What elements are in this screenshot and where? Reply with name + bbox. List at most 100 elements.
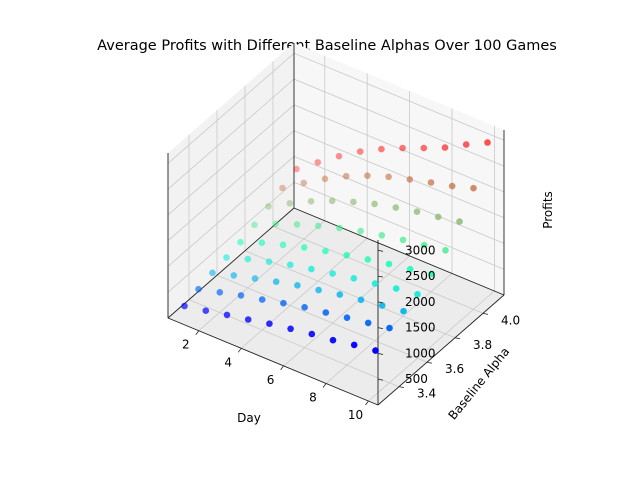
data-point [314, 222, 322, 230]
data-point [406, 176, 414, 183]
data-point [181, 302, 188, 310]
data-point [294, 282, 301, 289]
data-point [202, 307, 210, 315]
z-tick-mark [377, 327, 384, 330]
data-point [300, 244, 308, 251]
data-point [279, 184, 286, 192]
x-tick-mark [280, 365, 284, 371]
data-point [293, 165, 300, 173]
z-tick-mark [377, 301, 384, 304]
z-tick-label: 2500 [405, 269, 436, 283]
data-point [251, 221, 258, 229]
y-tick-label: 3.6 [445, 362, 464, 376]
z-tick-label: 1000 [405, 346, 436, 360]
data-point [335, 152, 343, 160]
data-point [357, 296, 365, 304]
y-tick-label: 4.0 [501, 313, 520, 327]
x-axis-line [167, 317, 379, 406]
data-point [266, 320, 273, 328]
data-point [385, 260, 393, 268]
data-point [329, 336, 337, 344]
data-point [350, 341, 358, 349]
data-point [350, 275, 358, 282]
data-point [385, 173, 392, 181]
z-tick-mark [377, 249, 384, 252]
data-point [216, 289, 224, 296]
data-point [414, 291, 421, 298]
data-point [371, 280, 379, 287]
x-tick-label: 2 [182, 338, 190, 352]
data-point [420, 241, 428, 249]
data-point [328, 197, 336, 205]
data-point [279, 241, 287, 249]
data-point [372, 347, 379, 354]
x-tick-mark [195, 330, 200, 335]
z-tick-mark [377, 378, 384, 381]
data-point [293, 221, 301, 228]
data-point [413, 208, 421, 215]
data-point [258, 239, 266, 246]
left-pane [168, 43, 294, 318]
data-point [399, 236, 407, 244]
data-point [441, 144, 449, 151]
data-point [386, 324, 393, 332]
data-point [237, 292, 245, 299]
x-tick-label: 6 [267, 373, 275, 387]
data-point [230, 272, 238, 279]
data-point [428, 270, 435, 278]
data-point [427, 179, 435, 186]
x-tick-label: 10 [348, 408, 363, 422]
data-point [223, 311, 231, 319]
data-point [251, 275, 259, 282]
data-point [442, 247, 449, 254]
axis-panes [168, 43, 504, 405]
data-point [336, 291, 344, 298]
data-point [406, 265, 414, 273]
data-point [350, 198, 357, 206]
data-point [392, 285, 400, 292]
data-point [265, 203, 272, 210]
data-point [272, 220, 280, 228]
data-point [364, 256, 372, 263]
data-point [322, 309, 330, 316]
data-point [272, 278, 280, 286]
data-point [392, 204, 400, 211]
y-axis-label: Baseline Alpha [446, 345, 513, 423]
z-tick-label: 1500 [405, 321, 436, 335]
data-point [462, 141, 470, 148]
y-tick-label: 3.4 [417, 387, 436, 401]
data-point [336, 224, 343, 232]
data-point [378, 232, 386, 239]
x-tick-mark [237, 348, 242, 353]
data-point [434, 213, 442, 221]
data-point [322, 247, 329, 255]
y-tick-mark [482, 312, 489, 315]
data-point [329, 270, 336, 277]
data-point [420, 144, 428, 152]
data-point [237, 238, 244, 246]
data-point [378, 145, 385, 153]
data-point [378, 302, 386, 309]
data-point [301, 304, 308, 311]
data-point [308, 330, 316, 338]
data-point [280, 299, 287, 307]
x-tick-label: 4 [224, 355, 232, 369]
data-point [315, 286, 322, 294]
data-point [456, 218, 463, 225]
data-point [307, 198, 315, 205]
data-point [287, 325, 294, 333]
data-point [258, 296, 266, 303]
z-tick-label: 3000 [405, 243, 436, 257]
data-point [314, 159, 322, 166]
data-point [448, 182, 456, 190]
data-point [343, 251, 350, 259]
z-tick-label: 2000 [405, 295, 436, 309]
data-point [223, 254, 230, 261]
data-point [286, 200, 294, 207]
pane-edge [167, 207, 295, 319]
data-point [321, 175, 329, 183]
z-tick-mark [377, 275, 384, 278]
z-axis-label: Profits [541, 191, 555, 229]
data-point [484, 139, 491, 146]
